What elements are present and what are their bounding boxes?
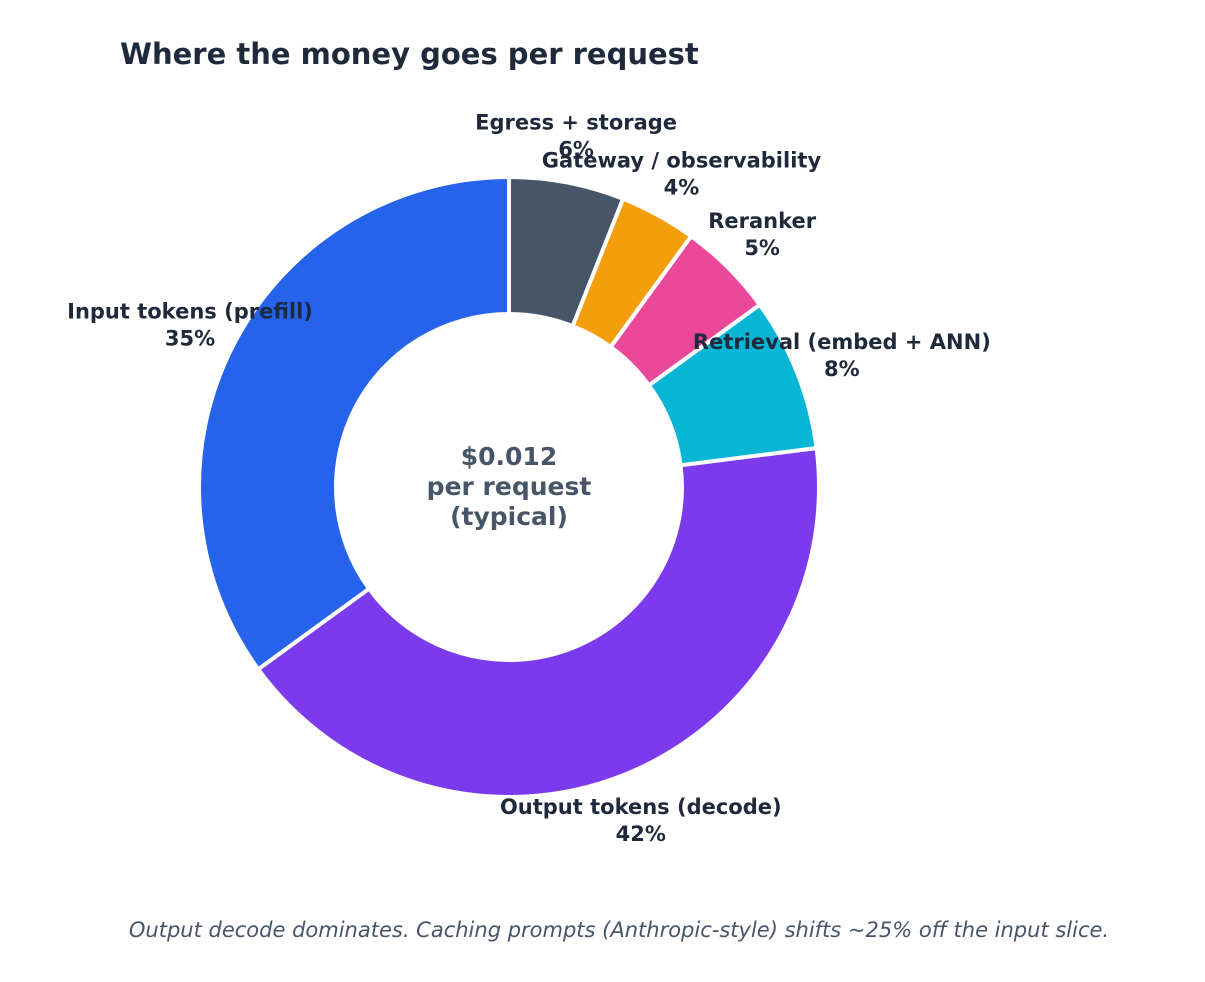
slice-label-gateway-observability: Gateway / observability 4% — [542, 148, 822, 199]
slice-label-output-tokens-decode: Output tokens (decode) 42% — [500, 795, 782, 846]
slice-label-name: Retrieval (embed + ANN) — [693, 330, 991, 354]
chart-title: Where the money goes per request — [120, 37, 699, 71]
slice-input-tokens-prefill — [197, 174, 511, 673]
slice-label-value: 5% — [744, 236, 780, 260]
slice-group — [197, 174, 821, 799]
slice-label-group: Egress + storage 6%Gateway / observabilit… — [67, 110, 991, 846]
slice-label-name: Output tokens (decode) — [500, 795, 782, 819]
slice-label-value: 42% — [616, 822, 666, 846]
slice-label-retrieval-embed-ann: Retrieval (embed + ANN) 8% — [693, 330, 991, 381]
chart-caption: Output decode dominates. Caching prompts… — [129, 918, 1109, 942]
center-label-qualifier: (typical) — [450, 502, 568, 531]
slice-label-name: Egress + storage — [475, 110, 677, 134]
slice-label-value: 35% — [165, 326, 215, 350]
slice-output-tokens-decode — [255, 445, 821, 799]
slice-label-value: 8% — [824, 357, 860, 381]
slice-label-name: Input tokens (prefill) — [67, 299, 313, 323]
slice-label-egress-storage: Egress + storage 6% — [475, 110, 677, 161]
center-label-unit: per request — [427, 472, 592, 501]
slice-label-value: 4% — [664, 175, 700, 199]
slice-label-name: Gateway / observability — [542, 148, 822, 172]
slice-label-value: 6% — [558, 137, 594, 161]
center-label-amount: $0.012 — [461, 442, 557, 471]
slice-label-name: Reranker — [708, 209, 817, 233]
slice-label-reranker: Reranker 5% — [708, 209, 817, 260]
slice-label-input-tokens-prefill: Input tokens (prefill) 35% — [67, 299, 313, 350]
